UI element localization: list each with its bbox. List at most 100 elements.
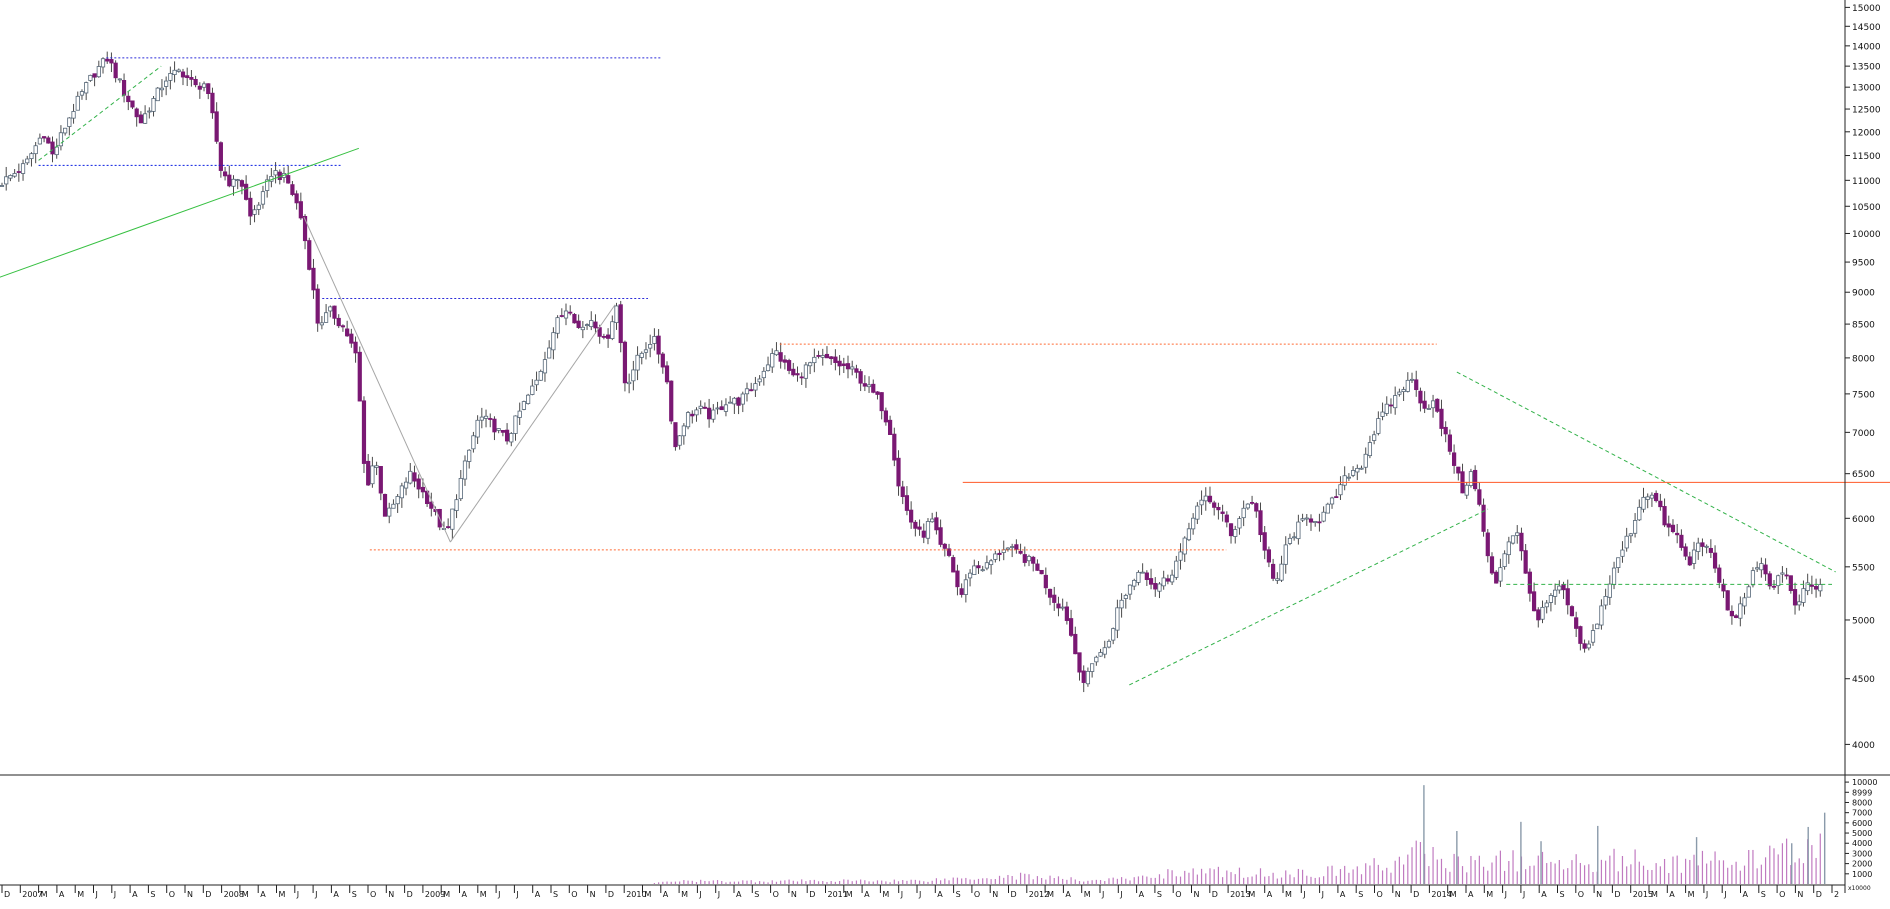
candle — [84, 81, 89, 101]
candle — [984, 555, 990, 571]
candle-body-down — [593, 321, 598, 329]
candle-body-down — [492, 418, 497, 433]
candle-body-up — [715, 407, 720, 410]
candle — [871, 379, 876, 394]
price-tick-label: 15000 — [1852, 4, 1881, 14]
candle — [1670, 519, 1676, 534]
candle — [1489, 552, 1495, 576]
candle-body-down — [1216, 506, 1221, 511]
candle — [46, 135, 51, 144]
candle-body-up — [526, 394, 531, 405]
candle — [1266, 546, 1272, 568]
candle-body-up — [1182, 537, 1187, 555]
candle-body-up — [370, 465, 375, 485]
candle — [269, 167, 274, 188]
candle — [1098, 648, 1103, 657]
time-tick-label: J — [95, 890, 98, 899]
candle — [399, 482, 404, 508]
time-tick-label: S — [352, 890, 357, 899]
candle-body-down — [500, 430, 505, 433]
candle-body-down — [1523, 550, 1528, 574]
candle-body-up — [563, 310, 569, 319]
candle-body-down — [244, 183, 249, 200]
candle — [841, 357, 846, 374]
time-tick-label: J — [1522, 890, 1525, 899]
candle — [1405, 372, 1410, 393]
candle-body-up — [164, 80, 169, 87]
time-tick-label: O — [1578, 890, 1584, 899]
candle-body-up — [1738, 603, 1743, 619]
candle — [1216, 502, 1221, 520]
candle-body-up — [20, 163, 26, 174]
candle-body-down — [504, 429, 510, 442]
candle — [294, 190, 299, 210]
candle — [479, 407, 484, 429]
candle — [909, 501, 914, 529]
candle-body-up — [1296, 521, 1301, 540]
candle — [319, 315, 324, 330]
time-tick-label: A — [260, 890, 266, 899]
candle — [429, 492, 434, 517]
candle — [1182, 536, 1187, 563]
candle — [227, 165, 232, 188]
candle — [231, 175, 236, 196]
time-tick-label: A — [59, 890, 65, 899]
candle-body-up — [635, 354, 640, 371]
candle — [416, 474, 421, 499]
candle-body-down — [420, 486, 426, 493]
candle — [323, 304, 329, 323]
candle — [829, 356, 834, 365]
candle — [681, 423, 686, 445]
candle — [1005, 547, 1011, 552]
candle-body-down — [1717, 567, 1722, 583]
candle-body-down — [193, 79, 198, 86]
candle-body-down — [669, 380, 674, 422]
candle — [353, 336, 358, 363]
candle-body-up — [1157, 583, 1162, 592]
candle-body-up — [1780, 572, 1785, 575]
candle-body-down — [946, 548, 952, 556]
candle — [126, 91, 131, 111]
candle — [1544, 600, 1549, 614]
candle — [1144, 570, 1149, 587]
candle-body-up — [399, 485, 404, 499]
candle-body-down — [942, 543, 947, 549]
candle — [1616, 557, 1621, 573]
candle — [1367, 435, 1373, 459]
candle-body-down — [791, 368, 796, 376]
candle — [1590, 624, 1596, 646]
candle-body-up — [652, 336, 657, 344]
volume-tick-label: 2000 — [1852, 860, 1872, 869]
candle — [1372, 430, 1377, 445]
time-tick-label: J — [1321, 890, 1324, 899]
candle — [1342, 466, 1347, 491]
candle — [458, 469, 463, 501]
candle — [715, 401, 720, 415]
time-tick-label: N — [187, 890, 193, 899]
candle — [1165, 574, 1170, 585]
candle — [63, 127, 68, 136]
candle-body-down — [1317, 521, 1322, 524]
candle — [648, 334, 653, 358]
candle — [403, 477, 409, 496]
candle-body-down — [361, 400, 367, 464]
candle — [1435, 398, 1440, 413]
candle — [542, 351, 548, 382]
candle-body-down — [1308, 518, 1314, 523]
time-tick-label: A — [1139, 890, 1145, 899]
candle-body-up — [1350, 470, 1356, 476]
candle-body-up — [698, 405, 703, 409]
candle-body-down — [1784, 574, 1789, 577]
time-tick-label: 2011 — [828, 890, 848, 899]
candle — [37, 133, 42, 145]
candle — [1557, 580, 1562, 594]
candle — [1035, 559, 1040, 571]
candle-body-down — [845, 363, 851, 370]
candle — [1460, 463, 1465, 494]
candle-body-up — [774, 350, 779, 356]
candle-body-up — [1098, 652, 1103, 657]
candle — [1363, 447, 1368, 474]
candle-body-up — [1241, 507, 1246, 519]
candle — [976, 561, 981, 574]
time-tick-label: M — [77, 890, 84, 899]
